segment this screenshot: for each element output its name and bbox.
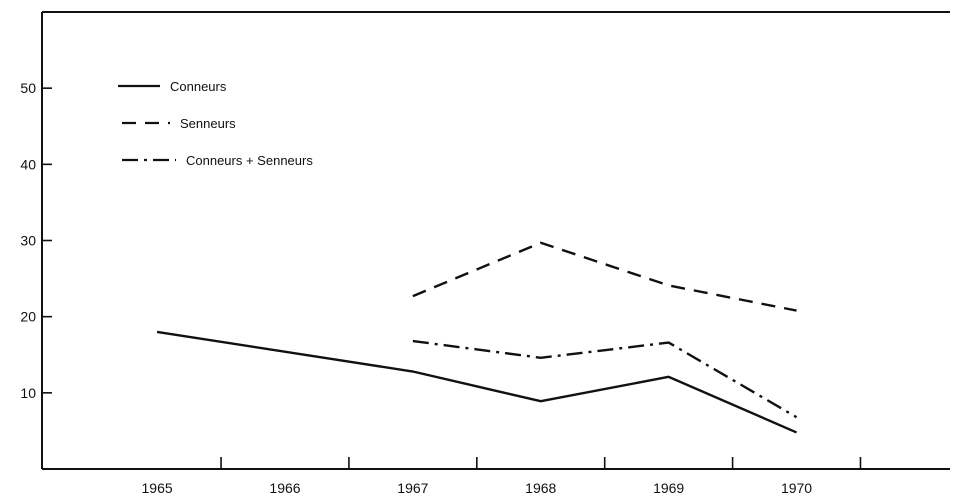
legend-label: Conneurs + Senneurs [186,153,313,168]
x-tick-label: 1970 [781,480,812,496]
legend-label: Senneurs [180,116,236,131]
series-line-senneurs [412,241,797,312]
y-tick-label: 30 [20,233,36,249]
x-tick-label: 1967 [397,480,428,496]
series-lines [156,241,798,434]
legend-label: Conneurs [170,79,227,94]
y-tick-label: 10 [20,385,36,401]
x-tick-label: 1968 [525,480,556,496]
x-axis-ticks: 1965 1966 1967 1968 1969 1970 [142,457,862,496]
x-tick-label: 1966 [269,480,300,496]
legend: Conneurs Senneurs Conneurs + Senneurs [118,79,313,168]
series-line-conneurs [156,330,798,434]
series-line-conneurs-senneurs [412,339,798,419]
y-tick-label: 40 [20,156,36,172]
x-tick-label: 1969 [653,480,684,496]
x-tick-label: 1965 [142,480,173,496]
y-tick-label: 20 [20,309,36,325]
y-tick-label: 50 [20,80,36,96]
y-axis-ticks: 10 20 30 40 50 [20,80,52,401]
